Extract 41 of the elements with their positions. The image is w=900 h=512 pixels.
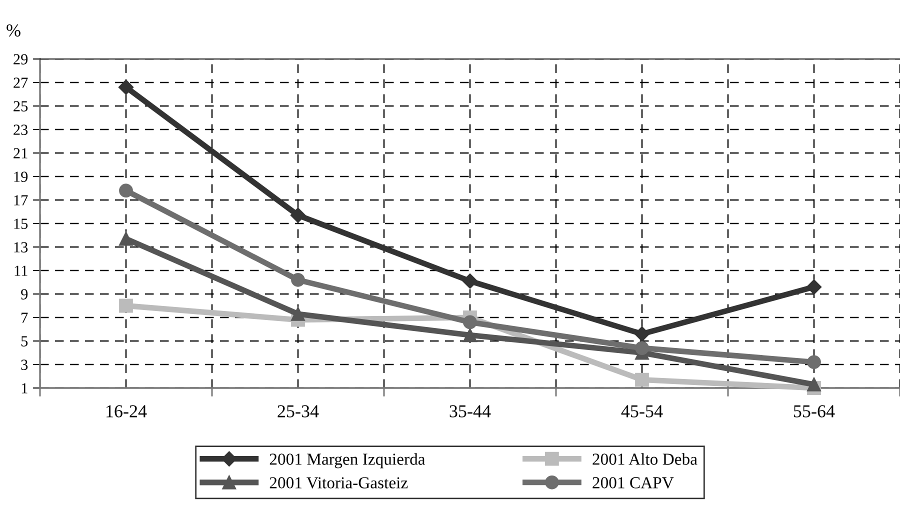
point	[118, 80, 134, 95]
y-tick-label: 23	[14, 124, 28, 135]
y-tick-label: 13	[14, 242, 28, 252]
point	[463, 315, 477, 330]
y-tick-label: 7	[22, 312, 28, 323]
point	[634, 326, 650, 342]
legend-label: 2001 Alto Deba	[592, 453, 698, 465]
point	[807, 378, 821, 392]
point	[291, 272, 305, 287]
y-tick-label: 11	[14, 266, 28, 276]
point	[119, 184, 133, 198]
point	[291, 307, 305, 321]
y-tick-label: 5	[21, 336, 28, 346]
point	[635, 372, 649, 387]
x-tick-label: 35-44	[450, 405, 491, 418]
y-tick-label: 3	[21, 360, 28, 370]
x-tick-label: 16-24	[106, 405, 147, 418]
point	[119, 298, 133, 313]
y-tick-label: 25	[14, 101, 28, 112]
legend-label: 2001 Vitoria-Gasteiz	[270, 477, 408, 489]
y-tick-label: 15	[14, 218, 28, 229]
y-tick-label: 19	[14, 172, 28, 182]
y-tick-label: 29	[14, 54, 28, 64]
y-tick-label: 1	[22, 383, 28, 394]
y-tick-label: 9	[21, 289, 28, 300]
legend-label: 2001 CAPV	[592, 477, 674, 488]
y-tick-label: 21	[14, 148, 28, 158]
x-tick-label: 25-34	[278, 405, 319, 418]
y-axis-title: %	[6, 24, 20, 37]
y-tick-label: 27	[14, 78, 28, 88]
point	[119, 232, 133, 246]
y-tick-label: 17	[14, 195, 28, 206]
x-tick-label: 45-54	[621, 405, 663, 418]
point	[463, 328, 477, 342]
legend-label: 2001 Margen Izquierda	[270, 453, 426, 468]
point	[462, 274, 478, 289]
point	[635, 341, 649, 355]
x-tick-label: 55-64	[794, 405, 835, 418]
point	[807, 355, 821, 370]
point	[290, 208, 306, 223]
point	[806, 279, 822, 295]
